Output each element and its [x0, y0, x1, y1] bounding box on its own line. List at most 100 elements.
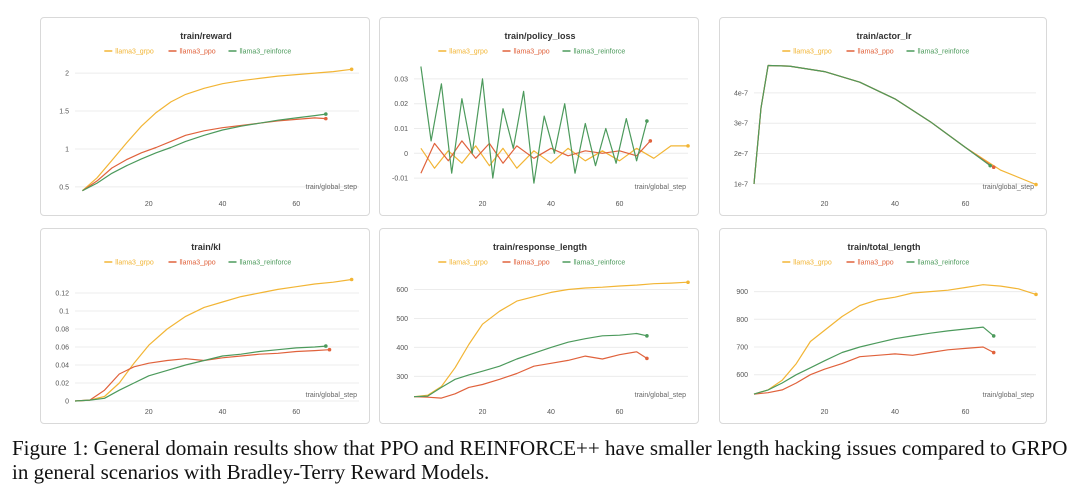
y-tick-label: 0.12 — [55, 291, 69, 298]
y-tick-label: 0.02 — [394, 101, 408, 108]
y-tick-label: 900 — [736, 289, 748, 296]
chart-panel-policy-loss: train/policy_loss llama3_grpo llama3_ppo ll… — [379, 17, 699, 216]
series-line-llama3-grpo — [753, 284, 1037, 395]
legend-label-llama3-reinforce: llama3_reinforce — [240, 260, 292, 267]
y-tick-label: 0 — [404, 151, 408, 158]
x-axis-label: train/global_step — [635, 392, 686, 399]
chart-svg-kl: train/kl llama3_grpo llama3_ppo llama3_rein… — [55, 242, 359, 416]
y-tick-label: 0.06 — [55, 345, 69, 352]
chart-svg-response-length: train/response_length llama3_grpo llama3_p… — [396, 242, 690, 416]
y-tick-label: 4e-7 — [734, 90, 748, 97]
series-line-llama3-reinforce — [420, 66, 648, 184]
chart-title: train/policy_loss — [504, 31, 575, 41]
series-endpoint-llama3-grpo — [1034, 182, 1038, 187]
x-tick-label: 60 — [616, 201, 624, 208]
y-tick-label: 300 — [396, 374, 408, 381]
x-axis-label: train/global_step — [983, 184, 1034, 191]
x-tick-label: 20 — [145, 201, 153, 208]
series-endpoint-llama3-reinforce — [645, 119, 649, 123]
x-axis-label: train/global_step — [983, 392, 1034, 399]
x-tick-label: 20 — [479, 409, 487, 416]
legend-label-llama3-grpo: llama3_grpo — [449, 49, 488, 56]
y-tick-label: 0.03 — [394, 76, 408, 83]
legend-label-llama3-reinforce: llama3_reinforce — [918, 260, 970, 267]
chart-svg-reward: train/reward llama3_grpo llama3_ppo llama3_… — [59, 31, 359, 208]
x-tick-label: 20 — [821, 201, 829, 208]
series-endpoint-llama3-reinforce — [645, 334, 649, 338]
chart-svg-policy-loss: train/policy_loss llama3_grpo llama3_ppo ll… — [392, 31, 690, 208]
series-endpoint-llama3-ppo — [645, 356, 649, 361]
x-axis-label: train/global_step — [306, 392, 357, 399]
y-tick-label: 600 — [396, 287, 408, 294]
figure-caption: Figure 1: General domain results show th… — [12, 436, 1068, 484]
legend-label-llama3-ppo: llama3_ppo — [514, 49, 550, 56]
chart-panel-reward: train/reward llama3_grpo llama3_ppo llama3_… — [40, 17, 370, 216]
series-endpoint-llama3-grpo — [349, 277, 354, 282]
series-line-llama3-ppo — [413, 351, 648, 399]
legend-label-llama3-grpo: llama3_grpo — [449, 260, 488, 267]
legend-label-llama3-ppo: llama3_ppo — [180, 260, 216, 267]
legend-label-llama3-grpo: llama3_grpo — [793, 260, 832, 267]
series-line-llama3-reinforce — [753, 326, 995, 395]
legend-label-llama3-reinforce: llama3_reinforce — [574, 49, 626, 56]
chart-svg-total-length: train/total_length llama3_grpo llama3_ppo l… — [736, 242, 1038, 416]
x-tick-label: 60 — [962, 409, 970, 416]
series-endpoint-llama3-ppo — [327, 347, 332, 352]
x-tick-label: 60 — [962, 201, 970, 208]
y-tick-label: 800 — [736, 317, 748, 324]
chart-panel-actor-lr: train/actor_lr llama3_grpo llama3_ppo llama… — [719, 17, 1047, 216]
y-tick-label: 600 — [736, 372, 748, 379]
series-line-llama3-ppo — [74, 349, 330, 402]
series-endpoint-llama3-reinforce — [991, 334, 996, 338]
chart-panel-total-length: train/total_length llama3_grpo llama3_ppo l… — [719, 228, 1047, 424]
x-tick-label: 40 — [547, 201, 555, 208]
y-tick-label: 2 — [65, 71, 69, 78]
legend-label-llama3-grpo: llama3_grpo — [793, 49, 832, 56]
series-endpoint-llama3-ppo — [324, 116, 328, 121]
x-tick-label: 40 — [219, 201, 227, 208]
series-line-llama3-ppo — [753, 346, 994, 395]
series-line-llama3-grpo — [74, 278, 352, 402]
legend-label-llama3-ppo: llama3_ppo — [514, 260, 550, 267]
series-line-llama3-reinforce — [82, 113, 326, 192]
series-line-llama3-reinforce — [753, 64, 991, 184]
y-tick-label: 0.01 — [394, 126, 408, 133]
y-tick-label: 700 — [736, 345, 748, 352]
chart-panel-kl: train/kl llama3_grpo llama3_ppo llama3_rein… — [40, 228, 370, 424]
legend-label-llama3-reinforce: llama3_reinforce — [918, 49, 970, 56]
series-endpoint-llama3-grpo — [349, 67, 354, 72]
y-tick-label: 1.5 — [59, 109, 69, 116]
chart-title: train/reward — [180, 31, 232, 41]
legend-label-llama3-ppo: llama3_ppo — [858, 49, 894, 56]
y-tick-label: 0.1 — [59, 309, 69, 316]
y-tick-label: 0.02 — [55, 381, 69, 388]
legend-label-llama3-ppo: llama3_ppo — [180, 49, 216, 56]
y-tick-label: 0.04 — [55, 363, 69, 370]
x-tick-label: 20 — [479, 201, 487, 208]
y-tick-label: 1 — [65, 146, 69, 153]
x-axis-label: train/global_step — [635, 184, 686, 191]
series-line-llama3-ppo — [82, 117, 326, 192]
chart-title: train/response_length — [493, 242, 587, 252]
x-tick-label: 60 — [292, 201, 300, 208]
x-tick-label: 20 — [145, 409, 153, 416]
series-endpoint-llama3-reinforce — [324, 112, 328, 116]
x-tick-label: 60 — [292, 409, 300, 416]
x-tick-label: 60 — [616, 409, 624, 416]
y-tick-label: 500 — [396, 316, 408, 323]
chart-title: train/kl — [191, 242, 221, 252]
legend-label-llama3-grpo: llama3_grpo — [115, 260, 154, 267]
y-tick-label: 2e-7 — [734, 151, 748, 158]
x-tick-label: 40 — [891, 201, 899, 208]
series-endpoint-llama3-grpo — [686, 144, 690, 148]
x-tick-label: 40 — [219, 409, 227, 416]
series-line-llama3-ppo — [753, 64, 995, 184]
legend-label-llama3-reinforce: llama3_reinforce — [574, 260, 626, 267]
chart-panel-response-length: train/response_length llama3_grpo llama3_p… — [379, 228, 699, 424]
series-endpoint-llama3-reinforce — [988, 163, 992, 168]
series-line-llama3-reinforce — [413, 332, 648, 398]
series-line-llama3-grpo — [413, 281, 689, 398]
chart-svg-actor-lr: train/actor_lr llama3_grpo llama3_ppo llama… — [734, 31, 1038, 208]
y-tick-label: 400 — [396, 345, 408, 352]
x-tick-label: 20 — [821, 409, 829, 416]
